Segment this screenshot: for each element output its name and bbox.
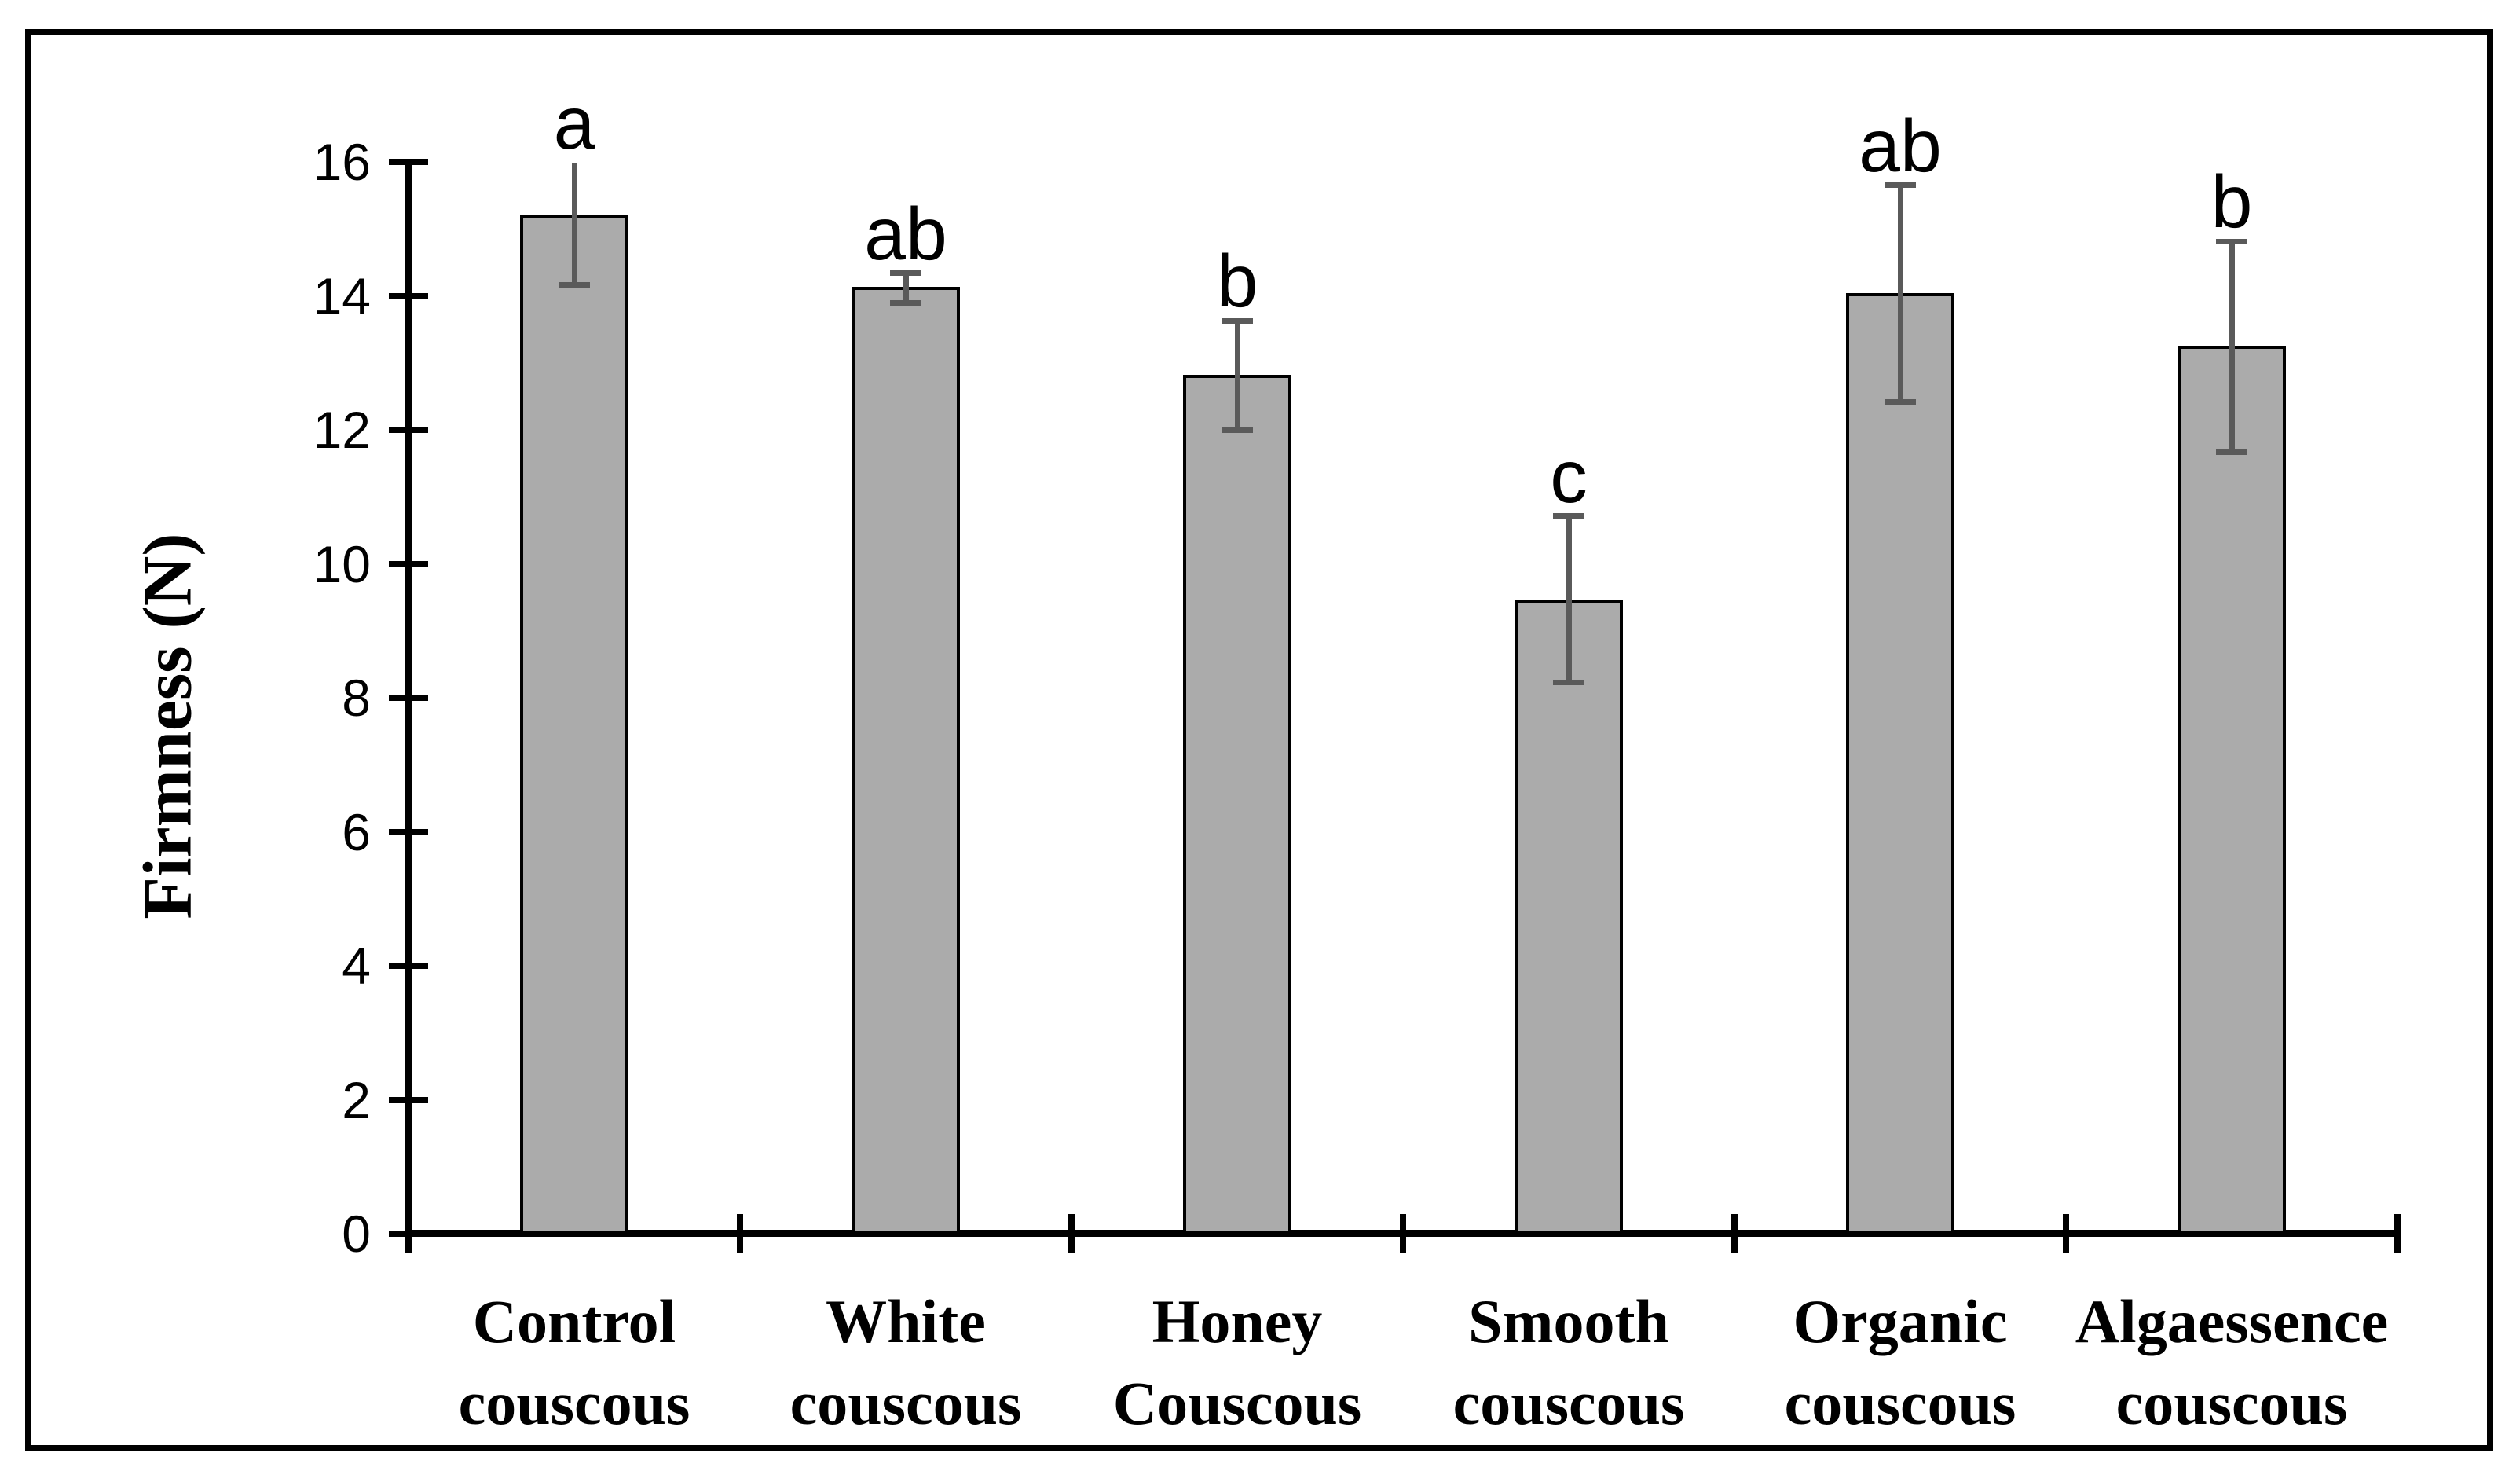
error-bar-top-cap-smooth-couscous — [1553, 513, 1584, 519]
y-tick-label-8: 8 — [342, 669, 371, 727]
significance-letter-algaessence-couscous: b — [2210, 160, 2253, 244]
error-bar-bottom-cap-white-couscous — [890, 299, 921, 306]
y-tick-12 — [389, 427, 428, 433]
y-tick-label-14: 14 — [313, 266, 371, 325]
y-tick-label-6: 6 — [342, 802, 371, 861]
error-bar-top-cap-honey-couscous — [1222, 317, 1253, 324]
significance-letter-smooth-couscous: c — [1550, 435, 1588, 519]
category-label-honey-couscous: Honey Couscous — [1112, 1287, 1362, 1437]
error-bar-bottom-cap-organic-couscous — [1885, 398, 1916, 405]
y-tick-label-0: 0 — [342, 1205, 371, 1263]
y-axis-title: Firmness (N) — [130, 533, 207, 919]
x-tick-5 — [2063, 1214, 2069, 1253]
significance-letter-control-couscous: a — [553, 81, 595, 165]
y-tick-14 — [389, 292, 428, 299]
y-tick-label-2: 2 — [342, 1070, 371, 1129]
y-tick-label-16: 16 — [313, 133, 371, 191]
error-bar-line-white-couscous — [903, 273, 909, 303]
category-label-white-couscous: White couscous — [789, 1287, 1022, 1437]
bar-smooth-couscous — [1515, 599, 1623, 1234]
y-tick-4 — [389, 963, 428, 969]
x-tick-0 — [405, 1214, 412, 1253]
y-tick-label-12: 12 — [313, 401, 371, 459]
category-label-algaessence-couscous: Algaessence couscous — [2075, 1287, 2389, 1437]
category-label-control-couscous: Control couscous — [458, 1287, 690, 1437]
significance-letter-honey-couscous: b — [1216, 240, 1258, 324]
bar-organic-couscous — [1846, 293, 1954, 1234]
error-bar-line-honey-couscous — [1234, 321, 1240, 431]
y-tick-label-4: 4 — [342, 937, 371, 995]
bar-white-couscous — [852, 287, 960, 1234]
error-bar-line-control-couscous — [571, 162, 577, 284]
x-tick-2 — [1068, 1214, 1075, 1253]
category-label-smooth-couscous: Smooth couscous — [1452, 1287, 1685, 1437]
plot-area: 0 2 4 6 8 10 12 14 16 a ab b c ab b Control couscous W… — [313, 86, 2401, 1437]
category-label-organic-couscous: Organic couscous — [1784, 1287, 2016, 1437]
y-tick-6 — [389, 828, 428, 835]
y-tick-10 — [389, 560, 428, 567]
y-tick-label-10: 10 — [313, 534, 371, 593]
y-tick-8 — [389, 695, 428, 701]
error-bar-line-organic-couscous — [1897, 185, 1903, 402]
x-tick-4 — [1731, 1214, 1738, 1253]
error-bar-top-cap-organic-couscous — [1885, 182, 1916, 189]
error-bar-bottom-cap-algaessence-couscous — [2216, 449, 2247, 455]
bar-algaessence-couscous — [2178, 346, 2286, 1234]
significance-letter-white-couscous: ab — [864, 192, 947, 276]
bar-control-couscous — [520, 215, 628, 1234]
y-tick-16 — [389, 159, 428, 165]
x-tick-1 — [737, 1214, 743, 1253]
error-bar-bottom-cap-control-couscous — [559, 281, 590, 288]
error-bar-bottom-cap-honey-couscous — [1222, 427, 1253, 434]
y-tick-2 — [389, 1096, 428, 1103]
error-bar-bottom-cap-smooth-couscous — [1553, 679, 1584, 685]
x-tick-3 — [1400, 1214, 1406, 1253]
significance-letter-organic-couscous: ab — [1859, 104, 1942, 188]
error-bar-line-smooth-couscous — [1566, 515, 1572, 683]
error-bar-top-cap-white-couscous — [890, 270, 921, 276]
bar-honey-couscous — [1183, 375, 1291, 1234]
x-tick-6 — [2394, 1214, 2401, 1253]
error-bar-top-cap-algaessence-couscous — [2216, 238, 2247, 244]
error-bar-line-algaessence-couscous — [2229, 241, 2235, 453]
